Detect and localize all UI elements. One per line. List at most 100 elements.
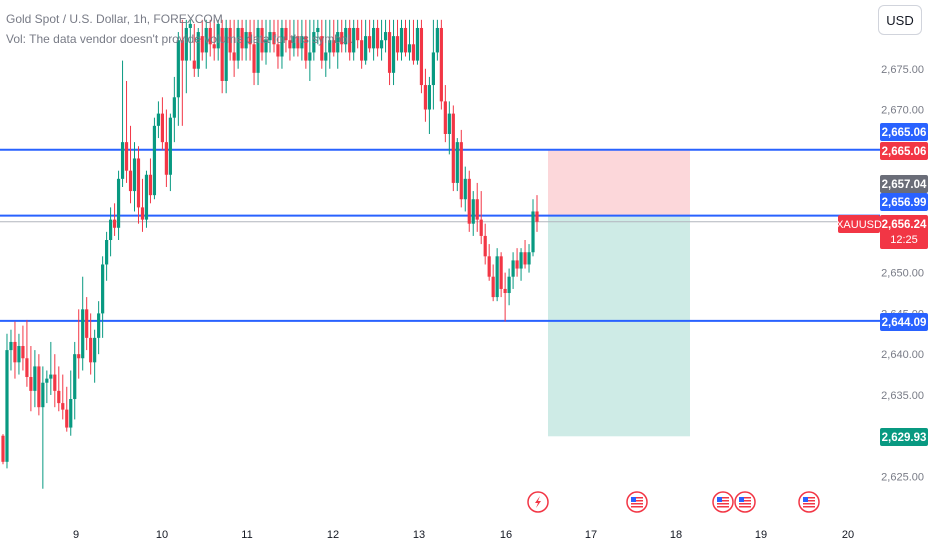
- candle-body: [85, 309, 89, 338]
- us-flag-icon[interactable]: [712, 491, 734, 513]
- candle: [1, 434, 5, 465]
- flash-icon-bolt: [535, 496, 541, 508]
- candle: [312, 19, 316, 61]
- candle: [435, 19, 439, 61]
- candle-body: [272, 32, 276, 45]
- candle-body: [403, 27, 408, 53]
- candle-body: [519, 252, 523, 269]
- candle: [21, 325, 25, 371]
- candle-body: [264, 40, 268, 53]
- y-tick-label: 2,675.00: [881, 64, 924, 76]
- flag-canton: [739, 497, 744, 502]
- candle-body: [33, 366, 37, 391]
- us-flag-icon[interactable]: [734, 491, 756, 513]
- candle: [467, 170, 471, 232]
- candle: [192, 23, 196, 77]
- candle-body: [328, 40, 332, 53]
- candle-body: [228, 27, 232, 53]
- candle-body: [463, 178, 467, 200]
- candle-body: [45, 378, 49, 383]
- candle: [284, 19, 288, 53]
- candle-body: [148, 174, 153, 196]
- candle: [264, 19, 268, 65]
- price-label-stop: 2,665.06: [880, 142, 928, 160]
- candle-body: [252, 44, 256, 73]
- candle-body: [423, 85, 428, 110]
- candle-body: [364, 36, 368, 61]
- candle-body: [220, 27, 224, 81]
- candle-body: [81, 309, 85, 359]
- candle: [188, 19, 192, 61]
- candle: [300, 19, 304, 61]
- stop-loss-zone[interactable]: [548, 149, 690, 216]
- price-label-bg: [880, 142, 928, 160]
- candle: [240, 19, 244, 61]
- candle-body: [268, 32, 272, 41]
- price-label-text: 2,656.24: [882, 219, 927, 231]
- candle-body: [105, 240, 109, 265]
- candle-body: [152, 125, 157, 196]
- candle-body: [21, 346, 25, 359]
- candle: [256, 19, 260, 86]
- y-tick-label: 2,635.00: [881, 390, 924, 402]
- candle-body: [168, 117, 172, 175]
- candle-body: [348, 27, 352, 53]
- candle: [495, 248, 499, 302]
- candle-body: [479, 219, 483, 236]
- candle-body: [97, 313, 101, 338]
- candle: [348, 19, 352, 61]
- price-label-text: 2,665.06: [882, 127, 927, 139]
- candle: [407, 19, 412, 61]
- flag-stripe: [803, 497, 815, 499]
- candle-body: [399, 27, 404, 53]
- candle: [101, 256, 105, 338]
- price-label-last: 2,656.24 12:25 XAUUSD: [836, 215, 928, 249]
- candle-body: [25, 358, 29, 378]
- candle: [45, 370, 49, 404]
- candle-body: [535, 211, 539, 222]
- candle: [212, 19, 216, 61]
- candle-body: [65, 409, 69, 428]
- candle: [332, 19, 336, 57]
- candle: [383, 19, 388, 53]
- take-profit-zone[interactable]: [548, 215, 690, 437]
- candle: [168, 113, 172, 192]
- candle: [232, 19, 236, 77]
- price-label-line: 2,665.06: [880, 123, 928, 141]
- candle-body: [523, 252, 527, 265]
- candle-body: [372, 27, 376, 49]
- price-label-text: 2,629.93: [882, 432, 927, 444]
- flag-canton: [803, 497, 808, 502]
- candle-body: [160, 113, 165, 143]
- currency-button[interactable]: USD: [878, 5, 922, 35]
- candle: [164, 109, 168, 187]
- candle: [344, 19, 348, 53]
- candle: [97, 301, 101, 355]
- candle-body: [467, 178, 471, 224]
- candle-body: [280, 27, 284, 57]
- candle-body: [112, 219, 117, 228]
- candle-body: [284, 27, 288, 41]
- candle: [399, 19, 404, 61]
- candle: [61, 374, 65, 420]
- candle: [336, 19, 340, 69]
- candle: [395, 19, 400, 61]
- us-flag-icon[interactable]: [626, 491, 648, 513]
- candle: [308, 19, 312, 81]
- price-label-text: 2,657.04: [882, 179, 927, 191]
- candle-body: [128, 170, 133, 192]
- candle: [200, 19, 204, 61]
- candle: [352, 19, 356, 61]
- candle: [531, 199, 535, 257]
- x-tick-label: 20: [842, 529, 854, 541]
- candle-body: [41, 382, 45, 408]
- price-label-text: 2,644.09: [882, 317, 927, 329]
- candle: [9, 329, 13, 371]
- us-flag-icon[interactable]: [798, 491, 820, 513]
- flag-stripe: [631, 503, 643, 505]
- flash-icon[interactable]: [527, 491, 549, 513]
- candle: [316, 19, 320, 45]
- candle: [196, 27, 200, 77]
